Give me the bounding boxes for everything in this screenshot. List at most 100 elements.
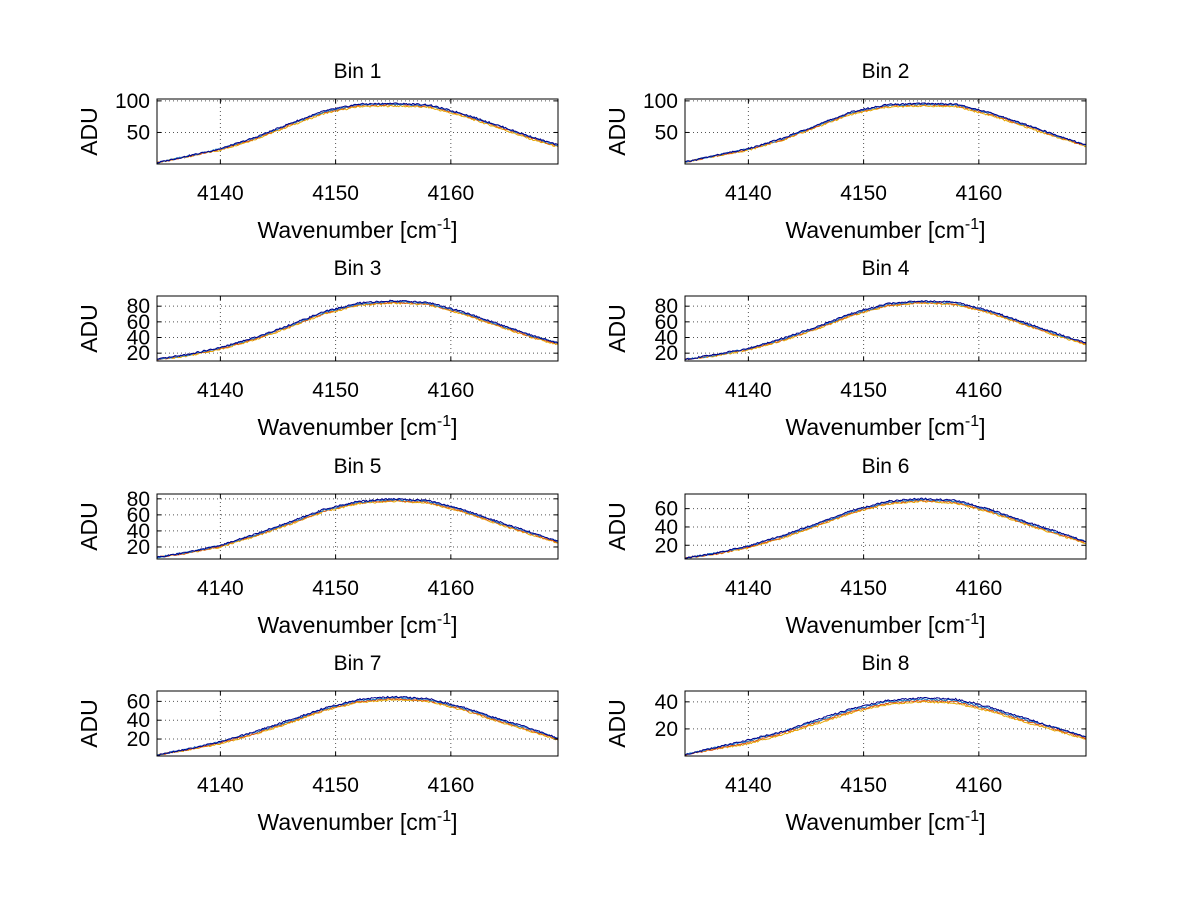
x-tick-label: 4150 bbox=[312, 182, 359, 205]
x-tick-label: 4140 bbox=[197, 379, 244, 402]
subplot-title: Bin 2 bbox=[862, 60, 910, 83]
subplot-2: 4140 4150 4160 50 100 Bin 2 Wavenumber [cm-1] A… bbox=[604, 60, 1087, 243]
series-line-1 bbox=[156, 698, 559, 756]
x-tick-label: 4160 bbox=[955, 379, 1002, 402]
x-tick-label: 4150 bbox=[312, 379, 359, 402]
subplot-title: Bin 4 bbox=[862, 257, 910, 280]
plot-area bbox=[157, 296, 558, 361]
subplot-title: Bin 8 bbox=[862, 652, 910, 675]
y-tick-label: 20 bbox=[127, 342, 150, 365]
y-tick-label: 60 bbox=[127, 504, 150, 527]
x-tick-label: 4140 bbox=[197, 577, 244, 600]
y-axis-label: ADU bbox=[76, 502, 102, 551]
axes-box bbox=[684, 98, 1087, 165]
x-tick-label: 4160 bbox=[955, 774, 1002, 797]
subplot-title: Bin 1 bbox=[334, 60, 382, 83]
subplot-title: Bin 3 bbox=[334, 257, 382, 280]
y-tick-label: 20 bbox=[127, 728, 150, 751]
subplot-8: 4140 4150 4160 20 40 Bin 8 Wavenumber [cm-1] AD… bbox=[604, 652, 1087, 835]
axes-box bbox=[156, 690, 559, 757]
x-axis-label: Wavenumber [cm-1] bbox=[786, 611, 986, 638]
series-line-4 bbox=[156, 497, 559, 558]
series-line-4 bbox=[156, 299, 559, 360]
axes-box bbox=[684, 295, 1087, 362]
x-tick-label: 4140 bbox=[725, 182, 772, 205]
y-tick-label: 40 bbox=[655, 327, 678, 350]
y-axis-label: ADU bbox=[604, 699, 630, 748]
y-tick-label: 80 bbox=[127, 295, 150, 318]
y-tick-label: 20 bbox=[655, 534, 678, 557]
x-axis-label: Wavenumber [cm-1] bbox=[258, 808, 458, 835]
y-tick-label: 100 bbox=[115, 90, 150, 113]
x-axis-label: Wavenumber [cm-1] bbox=[786, 413, 986, 440]
y-axis-label: ADU bbox=[76, 107, 102, 156]
y-tick-label: 40 bbox=[127, 520, 150, 543]
x-tick-label: 4160 bbox=[427, 379, 474, 402]
y-tick-label: 40 bbox=[127, 709, 150, 732]
y-tick-label: 40 bbox=[655, 691, 678, 714]
y-tick-label: 20 bbox=[655, 342, 678, 365]
axes-box bbox=[684, 690, 1087, 757]
x-tick-label: 4140 bbox=[197, 774, 244, 797]
y-tick-label: 60 bbox=[655, 311, 678, 334]
plot-area bbox=[685, 99, 1086, 164]
x-tick-label: 4160 bbox=[427, 182, 474, 205]
x-tick-label: 4150 bbox=[312, 774, 359, 797]
x-tick-label: 4140 bbox=[197, 182, 244, 205]
x-tick-label: 4160 bbox=[427, 577, 474, 600]
x-axis-label: Wavenumber [cm-1] bbox=[786, 808, 986, 835]
x-axis-label: Wavenumber [cm-1] bbox=[786, 216, 986, 243]
x-tick-label: 4140 bbox=[725, 379, 772, 402]
y-tick-label: 80 bbox=[127, 488, 150, 511]
x-tick-label: 4140 bbox=[725, 577, 772, 600]
y-tick-label: 40 bbox=[127, 327, 150, 350]
axes-box bbox=[156, 98, 559, 165]
subplot-title: Bin 7 bbox=[334, 652, 382, 675]
axes-box bbox=[156, 295, 559, 362]
y-axis-label: ADU bbox=[604, 304, 630, 353]
y-tick-label: 50 bbox=[655, 121, 678, 144]
series-line-4 bbox=[684, 300, 1087, 361]
y-tick-label: 60 bbox=[127, 311, 150, 334]
y-tick-label: 40 bbox=[655, 516, 678, 539]
subplot-title: Bin 6 bbox=[862, 455, 910, 478]
subplot-title: Bin 5 bbox=[334, 455, 382, 478]
y-axis-label: ADU bbox=[76, 699, 102, 748]
y-tick-label: 60 bbox=[127, 690, 150, 713]
series-line-4 bbox=[156, 695, 559, 756]
y-tick-label: 20 bbox=[127, 536, 150, 559]
y-axis-label: ADU bbox=[604, 107, 630, 156]
y-tick-label: 60 bbox=[655, 498, 678, 521]
x-tick-label: 4150 bbox=[840, 577, 887, 600]
x-tick-label: 4150 bbox=[840, 774, 887, 797]
x-tick-label: 4150 bbox=[312, 577, 359, 600]
y-tick-label: 100 bbox=[643, 90, 678, 113]
axes-box bbox=[156, 493, 559, 560]
x-axis-label: Wavenumber [cm-1] bbox=[258, 413, 458, 440]
plot-area bbox=[157, 494, 558, 559]
y-axis-label: ADU bbox=[604, 502, 630, 551]
series-line-4 bbox=[684, 102, 1087, 163]
x-tick-label: 4150 bbox=[840, 182, 887, 205]
subplot-1: 4140 4150 4160 50 100 Bin 1 Wavenumber [cm-1] A… bbox=[76, 60, 559, 243]
series-line-3 bbox=[684, 697, 1087, 756]
y-tick-label: 80 bbox=[655, 295, 678, 318]
y-axis-label: ADU bbox=[76, 304, 102, 353]
x-axis-label: Wavenumber [cm-1] bbox=[258, 611, 458, 638]
x-tick-label: 4160 bbox=[955, 182, 1002, 205]
series-line-4 bbox=[684, 497, 1087, 559]
plot-area bbox=[157, 99, 558, 164]
x-tick-label: 4160 bbox=[427, 774, 474, 797]
series-line-1 bbox=[684, 700, 1087, 756]
series-line-4 bbox=[684, 696, 1087, 756]
y-tick-label: 20 bbox=[655, 718, 678, 741]
x-axis-label: Wavenumber [cm-1] bbox=[258, 216, 458, 243]
x-tick-label: 4160 bbox=[955, 577, 1002, 600]
series-line-4 bbox=[156, 102, 559, 164]
